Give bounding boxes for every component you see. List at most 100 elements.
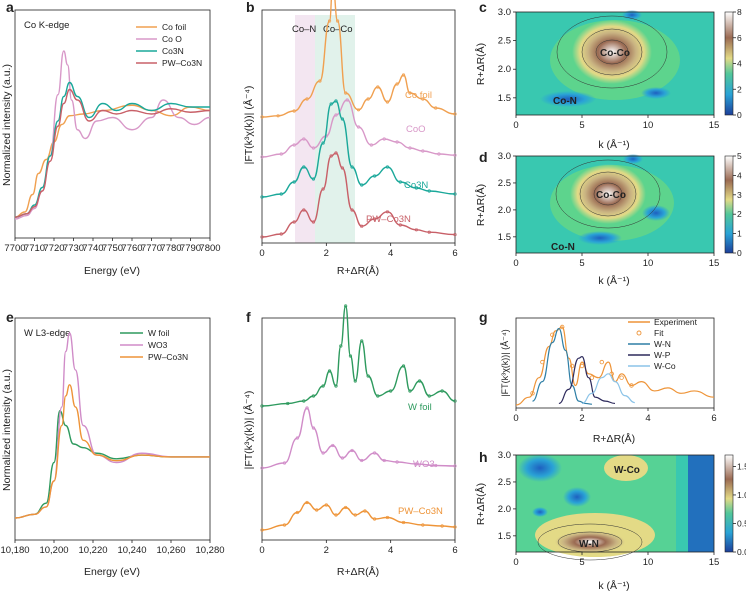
point-g-fit xyxy=(550,332,555,337)
ytick-label: 2.0 xyxy=(498,205,511,216)
line-f-wo3 xyxy=(261,407,456,469)
fit-point-b-pw-co3n xyxy=(279,232,283,236)
fit-point-b-co-foil xyxy=(395,82,399,86)
heatmap-c xyxy=(516,10,714,115)
fit-point-f-w-foil xyxy=(344,304,348,308)
fit-point-b-co-foil xyxy=(401,73,406,77)
fit-point-f-wo3 xyxy=(311,426,316,430)
heatmap-edge-h xyxy=(688,455,714,552)
xtick-label: 7740 xyxy=(82,243,103,254)
plot-frame-h xyxy=(515,454,715,553)
line-b-coo xyxy=(261,99,456,158)
line-g-w-co xyxy=(581,373,635,405)
fit-point-f-pw-co3n xyxy=(363,509,367,513)
colorbar-ticks-d: 0 1 2 3 4 5 xyxy=(733,151,742,258)
line-b-co-foil xyxy=(261,0,456,118)
xtick-label: 4 xyxy=(388,248,393,259)
fit-point-f-pw-co3n xyxy=(282,523,287,527)
xtick-label: 0 xyxy=(513,258,518,269)
fit-point-b-pw-co3n xyxy=(311,220,316,224)
colorbar-ticks-c: 0 2 4 6 8 xyxy=(733,7,742,120)
cbar-tick-label: 8 xyxy=(737,7,742,17)
fit-point-b-coo xyxy=(334,113,338,117)
fit-point-f-wo3 xyxy=(282,461,287,465)
xtick-label: 2 xyxy=(324,545,329,556)
fit-point-f-wo3 xyxy=(414,462,419,466)
xlabel-f: R+ΔR(Å) xyxy=(337,565,379,578)
legend-label-coo: Co O xyxy=(162,34,182,44)
fit-point-b-coo xyxy=(382,137,386,141)
xtick-label: 4 xyxy=(388,545,393,556)
xtick-label: 10 xyxy=(643,258,654,269)
point-g-fit xyxy=(619,375,624,380)
xtick-label: 0 xyxy=(513,557,518,568)
fit-point-f-w-foil xyxy=(321,384,325,388)
ytick-label: 3.0 xyxy=(498,151,511,162)
heatmap-spot-c1 xyxy=(540,91,596,107)
xlabel-c: k (Å⁻¹) xyxy=(598,138,629,151)
legend-label-co3n: Co3N xyxy=(162,46,184,56)
xlabel-b: R+ΔR(Å) xyxy=(337,264,379,277)
xtick-label: 7760 xyxy=(121,243,142,254)
fit-point-b-coo xyxy=(437,152,441,156)
series-label-b-coo: CoO xyxy=(406,124,426,135)
heatmap-spot-d3 xyxy=(623,154,643,164)
fit-point-f-pw-co3n xyxy=(305,500,309,505)
legend-label-wo3: WO3 xyxy=(148,340,168,350)
line-f-w-foil xyxy=(261,305,456,407)
fit-point-f-pw-co3n xyxy=(401,520,406,525)
panel-b: b Co–N Co–Co Co foil CoO Co3N PW–Co3N 0 2… xyxy=(242,0,458,277)
heatmap-d xyxy=(516,154,714,253)
xtick-label: 7710 xyxy=(24,243,45,254)
fit-point-b-co-foil xyxy=(276,114,280,118)
fit-point-f-wo3 xyxy=(360,458,364,463)
cbar-tick-label: 2 xyxy=(737,209,742,219)
annotation-a: Co K-edge xyxy=(24,20,69,31)
fit-point-b-co-foil xyxy=(318,79,322,83)
fit-point-b-coo xyxy=(356,125,361,129)
xticks-a: 7700771077207730774077507760777077807790… xyxy=(4,238,221,254)
fit-point-b-pw-co3n xyxy=(427,230,431,234)
xtick-label: 7800 xyxy=(199,243,220,254)
fit-point-b-co-foil xyxy=(292,109,296,113)
fit-point-f-w-foil xyxy=(302,399,306,403)
fit-point-b-pw-co3n xyxy=(340,166,345,170)
line-g-w-n xyxy=(532,327,592,405)
line-f-pw-co3n xyxy=(261,501,456,531)
fit-point-f-w-foil xyxy=(453,399,457,403)
xticks-f: 0 2 4 6 xyxy=(259,540,458,556)
cbar-tick-label: 6 xyxy=(737,33,742,43)
fit-point-f-w-foil xyxy=(327,369,332,373)
fit-point-f-pw-co3n xyxy=(372,517,377,521)
xtick-label: 7780 xyxy=(160,243,181,254)
fit-point-f-pw-co3n xyxy=(421,523,425,527)
lines-a xyxy=(14,50,211,220)
panel-label-d: d xyxy=(479,149,488,165)
fit-point-f-pw-co3n xyxy=(260,528,264,532)
line-a-co-o xyxy=(14,50,211,220)
fit-point-f-w-foil xyxy=(389,389,393,393)
plot-frame-b xyxy=(261,9,456,244)
fit-point-b-co-foil xyxy=(421,97,425,101)
fit-point-b-co3n xyxy=(340,117,345,121)
xtick-label: 2 xyxy=(324,248,329,259)
xtick-label: 7700 xyxy=(4,243,25,254)
colorbar-d xyxy=(724,155,734,254)
fit-point-b-co-foil xyxy=(260,115,264,119)
line-b-co3n xyxy=(261,100,456,198)
xlabel-d: k (Å⁻¹) xyxy=(598,274,629,287)
fit-point-b-co3n xyxy=(350,165,354,169)
point-g-fit xyxy=(579,363,585,369)
fit-point-f-wo3 xyxy=(372,451,377,455)
fit-point-b-co3n xyxy=(260,195,264,199)
xticks-g: 0 2 4 6 xyxy=(513,408,717,424)
legend-label-fit: Fit xyxy=(654,328,664,338)
legend-label-co-foil: Co foil xyxy=(162,22,186,32)
contour-c1 xyxy=(556,15,668,89)
fit-point-b-co3n xyxy=(311,177,316,181)
fit-point-b-co3n xyxy=(453,192,457,196)
point-g-fit xyxy=(540,359,545,365)
fit-point-b-co-foil xyxy=(408,91,412,95)
fit-point-b-pw-co3n xyxy=(334,151,338,155)
xtick-label: 4 xyxy=(645,413,650,424)
